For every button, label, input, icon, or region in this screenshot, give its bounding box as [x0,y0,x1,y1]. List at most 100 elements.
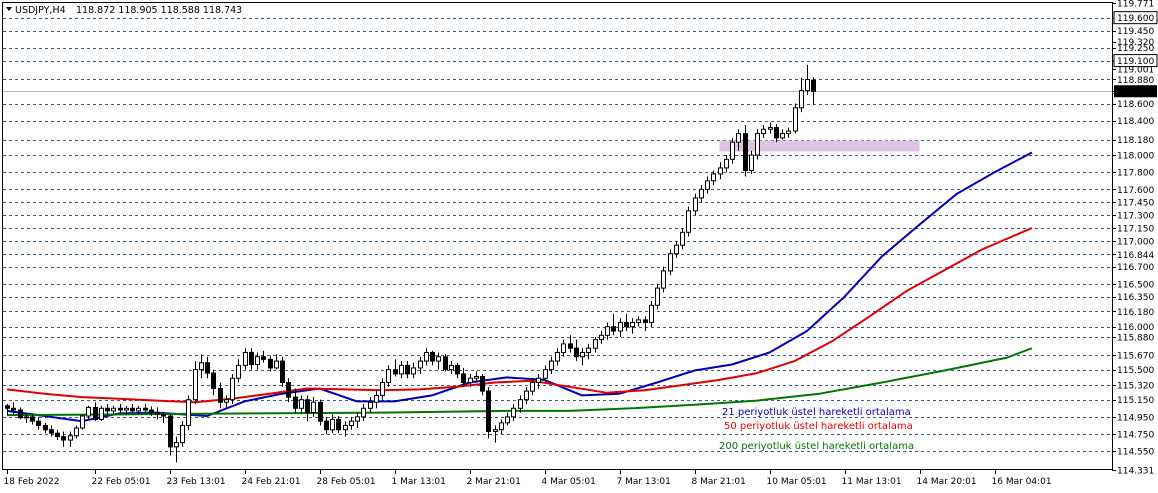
candle-body-bull [436,356,441,362]
candle [105,403,110,415]
candle [668,249,673,276]
candle [568,335,573,353]
header-ohlc: 118.872 118.905 118.588 118.743 [76,5,242,16]
candle-body-bull [199,362,204,371]
candle [443,354,448,372]
candle-body-bull [111,407,116,412]
price-tick-label: 114.331 [1117,467,1154,477]
highlight-zone [719,140,920,152]
candle [374,391,379,409]
candle [499,419,504,435]
candle-body-bull [636,319,641,323]
candle [780,129,785,140]
candle [799,77,804,113]
candle [386,365,391,387]
price-tick-label: 116.500 [1117,280,1154,290]
candle-body-bear [249,351,254,365]
time-tick-label: 14 Mar 20:01 [917,477,977,487]
candle [186,395,191,430]
candle [455,362,460,379]
candle-body-bull [136,407,141,412]
candle-body-bull [330,418,335,431]
candle [436,352,441,370]
candle [705,176,710,194]
candle [655,283,660,310]
candle [693,193,698,216]
candle-body-bear [574,347,579,358]
candle [711,170,716,186]
candle [761,124,766,138]
candle [561,339,566,357]
candle-body-bear [205,362,210,374]
triangle-down-icon[interactable] [6,7,12,11]
candle-body-bull [449,364,454,371]
candle-body-bull [361,407,366,418]
candle-body-bull [555,351,560,362]
candle-body-bull [499,422,504,431]
candle-body-bear [30,416,35,422]
candle [86,405,91,420]
candle-body-bull [674,244,679,255]
candle [593,337,598,353]
candle-body-bear [611,326,616,332]
candle-body-bull [761,128,766,135]
price-tick-label: 118.180 [1117,136,1154,146]
candle [555,348,560,366]
candle [124,405,129,415]
candle [255,352,260,370]
candle-body-bull [661,270,666,289]
candle [611,313,616,336]
candle [530,378,535,396]
candle [368,397,373,413]
candle [486,386,491,439]
candles [5,64,816,463]
candle-body-bull [74,427,79,437]
candle-body-bear [480,376,485,392]
candle-body-bear [55,432,60,438]
price-tick-label: 116.350 [1117,293,1154,303]
price-tick-label: 119.771 [1117,0,1154,10]
candle-body-bull [374,394,379,403]
candle [718,161,723,180]
candle-body-bear [5,405,10,409]
price-label-box [1113,11,1158,25]
candle [543,365,548,383]
candle-body-bear [130,407,135,412]
candle-body-bull [24,416,29,419]
moving-average-line-2 [6,227,1033,404]
candle [511,403,516,422]
candle-body-bear [461,373,466,384]
candle-body-bull [518,399,523,409]
candle-body-bull [649,304,654,323]
candle [805,64,810,95]
candle-body-bull [724,158,729,169]
price-tick-label: 115.880 [1117,334,1154,344]
time-tick-label: 10 Mar 05:01 [767,477,827,487]
candle [480,373,485,396]
candle [311,397,316,417]
candle [536,373,541,389]
candle [111,405,116,415]
candle [393,359,398,377]
candle [743,124,748,177]
candle-body-bear [218,388,223,403]
moving-average-line-3 [6,347,1033,417]
candle-body-bull [736,133,741,143]
price-tick-label: 118.880 [1117,76,1154,86]
candle-body-bull [586,347,591,353]
candle-body-bull [505,416,510,424]
candle-body-bull [174,442,179,448]
candle [305,395,310,422]
candle [811,77,816,105]
candle [324,416,329,435]
candle [524,386,529,404]
candle [118,403,123,414]
candle [330,414,335,434]
candle [411,362,416,379]
candle-body-bull [193,369,198,401]
candle-body-bear [455,364,460,375]
candle [205,356,210,379]
